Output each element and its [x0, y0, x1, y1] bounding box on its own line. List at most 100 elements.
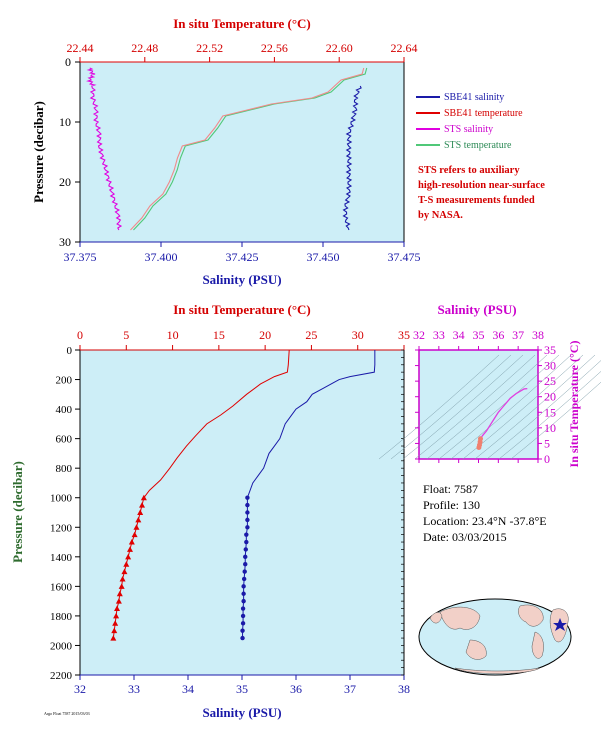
top-pres-tick-label: 10 — [59, 115, 71, 129]
top-sal-tick-label: 37.450 — [307, 250, 340, 264]
legend-swatch — [416, 112, 440, 114]
legend-item-sbe41-temperature: SBE41 temperature — [416, 105, 523, 121]
legend-item-sbe41-salinity: SBE41 salinity — [416, 89, 523, 105]
float-id: Float: 7587 — [423, 482, 479, 496]
legend-label: SBE41 salinity — [444, 91, 505, 103]
top-sal-ticks: 37.375 37.400 37.425 37.450 37.475 — [64, 242, 421, 264]
legend-label: STS temperature — [444, 139, 512, 151]
bottom-sal-tick-label: 37 — [344, 682, 356, 696]
bottom-salinity-marker — [241, 576, 247, 582]
top-legend: SBE41 salinity SBE41 temperature STS sal… — [416, 89, 523, 153]
top-series-line-sts-temperature-shadow — [130, 67, 365, 231]
bottom-temperature-marker — [137, 509, 144, 515]
legend-item-sts-temperature: STS temperature — [416, 137, 523, 153]
bottom-salinity-marker — [245, 495, 250, 500]
bottom-temp-axis-title: In situ Temperature (°C) — [173, 302, 311, 317]
map-landmass-australia — [465, 639, 487, 660]
ts-sal-tick-label: 37 — [512, 328, 524, 342]
bottom-temperature-marker — [140, 494, 147, 501]
bottom-temperature-marker — [113, 612, 120, 619]
legend-swatch — [416, 128, 440, 130]
bottom-temp-tick-label: 10 — [167, 328, 179, 342]
bottom-salinity-marker — [243, 547, 248, 552]
bottom-temperature-marker — [133, 524, 140, 530]
profile-date: Date: 03/03/2015 — [423, 530, 507, 544]
ts-density-contour — [462, 354, 584, 460]
ts-temp-axis-title: In situ Temperature (°C) — [567, 341, 581, 468]
bottom-pres-tick-label: 1000 — [50, 493, 73, 505]
bottom-pres-ticks: 0 200 400 600 800 1000 1200 1400 1600 1800 2000 220… — [50, 345, 404, 682]
ts-temp-tick-label: 25 — [544, 374, 556, 388]
ts-density-contour — [510, 381, 601, 460]
ts-density-contour — [474, 354, 596, 460]
bottom-salinity-marker — [240, 606, 246, 611]
top-temp-axis-title: In situ Temperature (°C) — [173, 16, 311, 31]
bottom-temp-tick-label: 0 — [77, 328, 83, 342]
ts-sal-tick-label: 38 — [532, 328, 544, 342]
bottom-pres-tick-label: 200 — [56, 375, 73, 387]
bottom-temp-tick-label: 15 — [213, 328, 225, 342]
bottom-pres-tick-label: 2000 — [50, 640, 73, 652]
float-info: Float: 7587 Profile: 130 Location: 23.4°… — [423, 481, 547, 545]
top-temp-ticks: 22.44 22.48 22.52 22.56 22.60 22.64 — [67, 41, 418, 62]
bottom-salinity-marker — [240, 628, 245, 633]
bottom-temperature-marker — [118, 583, 125, 589]
bottom-pres-tick-label: 1400 — [50, 552, 73, 564]
ts-density-contour — [498, 371, 601, 460]
ts-temp-tick-label: 15 — [544, 405, 556, 419]
map-landmass-antarctica — [454, 667, 541, 674]
map-landmass-south-america — [531, 631, 544, 659]
ts-temp-tick-label: 35 — [544, 343, 556, 357]
bottom-temperature-marker — [112, 620, 119, 626]
bottom-temp-tick-label: 35 — [398, 328, 410, 342]
legend-label: SBE41 temperature — [444, 107, 523, 119]
bottom-salinity-marker — [245, 517, 250, 523]
bottom-temp-ticks: 0 5 10 15 20 25 30 35 — [77, 328, 410, 350]
bottom-temperature-marker — [128, 539, 135, 545]
top-series-line-sts-salinity — [86, 67, 123, 231]
bottom-temperature-marker — [131, 531, 138, 538]
bottom-salinity-marker — [240, 635, 245, 641]
top-chart: 22.44 22.48 22.52 22.56 22.60 22.64 37.375 37.… — [31, 16, 421, 287]
bottom-salinity-marker — [245, 510, 250, 515]
top-series-line-sbe41-salinity — [342, 85, 362, 231]
bottom-salinity-marker — [243, 562, 248, 567]
map-landmass-asia — [439, 606, 481, 630]
bottom-salinity-marker — [240, 613, 246, 619]
profile-number: Profile: 130 — [423, 498, 480, 512]
bottom-pres-tick-label: 600 — [56, 434, 73, 446]
ts-sal-tick-label: 35 — [473, 328, 485, 342]
legend-label: STS salinity — [444, 123, 494, 135]
bottom-salinity-marker — [241, 591, 246, 596]
bottom-salinity-marker — [243, 554, 248, 560]
bottom-temperature-marker — [126, 546, 133, 552]
ts-series — [476, 387, 528, 450]
bottom-sal-tick-label: 38 — [398, 682, 410, 696]
note-line: by NASA. — [418, 210, 463, 221]
ts-sal-tick-label: 36 — [492, 328, 504, 342]
ts-density-contour — [450, 354, 572, 460]
bottom-temperature-marker — [125, 553, 132, 560]
bottom-series — [110, 349, 376, 641]
ts-density-contour — [486, 360, 601, 460]
ts-density-contour — [390, 354, 512, 460]
ts-temp-tick-label: 20 — [544, 390, 556, 404]
bottom-pres-tick-label: 1200 — [50, 522, 73, 534]
world-map — [418, 598, 572, 676]
ts-sal-ticks: 32 33 34 35 36 37 38 — [413, 328, 544, 463]
legend-swatch — [416, 144, 440, 146]
bottom-sal-tick-label: 34 — [182, 682, 194, 696]
bottom-temp-tick-label: 25 — [305, 328, 317, 342]
ts-sal-tick-label: 33 — [433, 328, 445, 342]
float-location-star-icon — [553, 618, 567, 631]
bottom-temperature-marker — [139, 502, 146, 508]
bottom-salinity-marker — [241, 584, 246, 589]
ts-density-contour — [426, 354, 548, 460]
bottom-salinity-marker — [244, 539, 249, 545]
bottom-temp-tick-label: 30 — [352, 328, 364, 342]
ts-density-contour — [414, 354, 536, 460]
bottom-sal-tick-label: 36 — [290, 682, 302, 696]
bottom-temperature-marker — [111, 627, 118, 634]
